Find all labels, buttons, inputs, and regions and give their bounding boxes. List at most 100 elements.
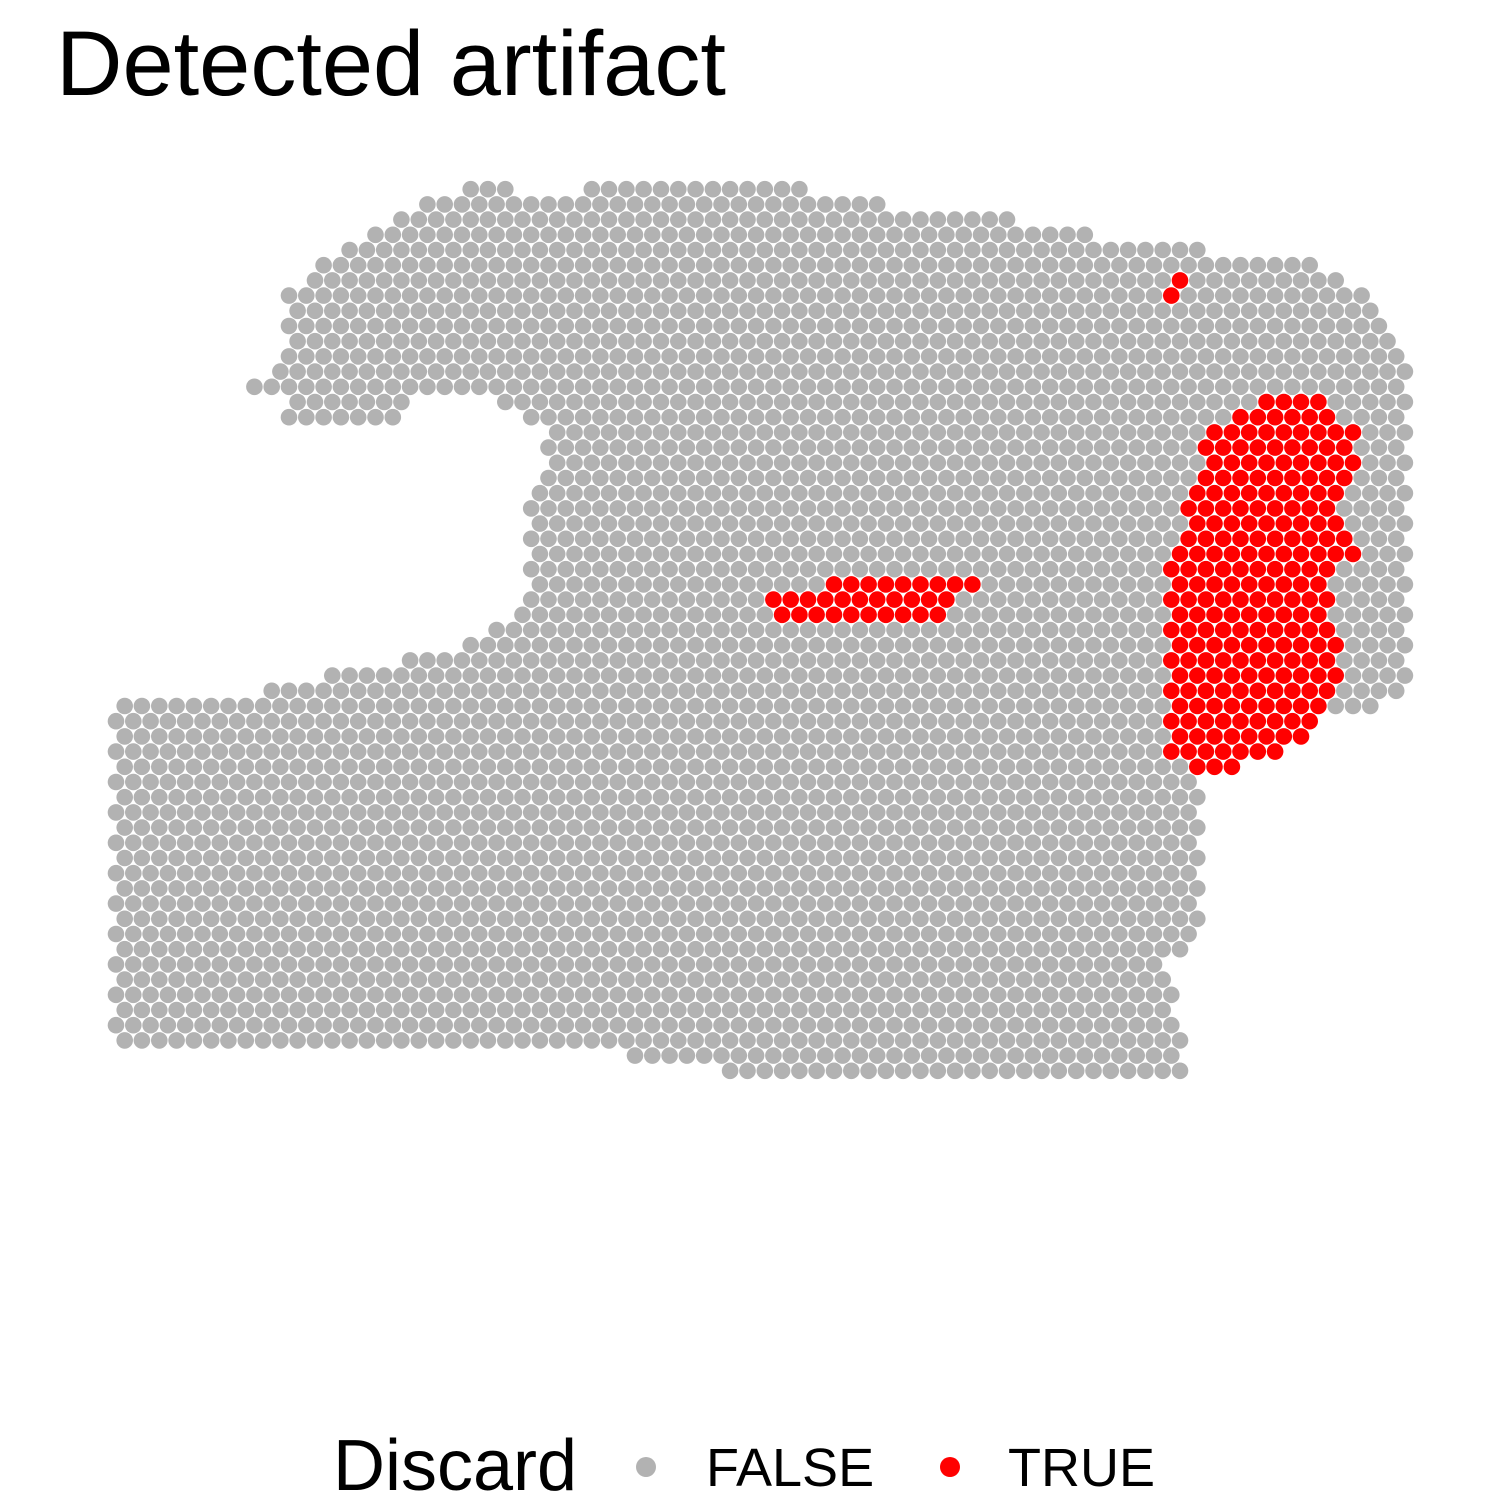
spot-discard-false — [574, 743, 592, 760]
spot-discard-false — [877, 332, 895, 350]
spot-discard-false — [756, 302, 774, 320]
spot-discard-false — [756, 484, 774, 502]
spot-discard-true — [1275, 545, 1293, 563]
spot-discard-false — [687, 728, 704, 745]
spot-discard-false — [972, 621, 990, 639]
spot-discard-true — [1180, 560, 1197, 578]
spot-discard-false — [574, 712, 592, 730]
spot-discard-false — [367, 864, 384, 882]
spot-discard-false — [522, 348, 540, 365]
spot-discard-false — [817, 439, 834, 456]
spot-discard-false — [1041, 621, 1059, 639]
spot-discard-false — [938, 226, 955, 244]
spot-discard-false — [964, 971, 981, 988]
spot-discard-true — [1180, 743, 1197, 760]
spot-discard-false — [211, 864, 229, 882]
spot-discard-false — [1102, 849, 1120, 867]
spot-discard-false — [894, 363, 912, 380]
spot-discard-false — [704, 515, 722, 532]
spot-discard-false — [808, 1001, 825, 1019]
spot-discard-false — [488, 287, 505, 304]
spot-discard-false — [886, 378, 903, 396]
spot-discard-false — [1353, 317, 1370, 335]
spot-discard-false — [843, 454, 860, 472]
spot-discard-false — [600, 515, 618, 532]
spot-discard-false — [583, 1001, 601, 1019]
spot-discard-false — [834, 621, 851, 639]
spot-discard-false — [471, 986, 488, 1004]
spot-discard-false — [1111, 408, 1128, 426]
spot-discard-false — [791, 332, 808, 350]
spot-discard-false — [670, 180, 687, 198]
spot-discard-false — [1171, 758, 1189, 776]
spot-discard-false — [695, 530, 713, 548]
spot-discard-false — [799, 986, 817, 1004]
spot-discard-false — [436, 804, 454, 821]
spot-discard-false — [1007, 1016, 1024, 1034]
spot-discard-false — [799, 834, 817, 852]
spot-discard-false — [618, 515, 635, 532]
spot-discard-false — [695, 256, 713, 274]
spot-discard-false — [678, 652, 696, 669]
spot-discard-false — [548, 211, 566, 228]
spot-discard-false — [747, 226, 765, 244]
spot-discard-false — [505, 256, 523, 274]
spot-discard-false — [981, 667, 998, 684]
spot-discard-false — [886, 500, 903, 517]
spot-discard-false — [1370, 408, 1388, 426]
spot-discard-false — [946, 697, 964, 715]
spot-discard-false — [618, 363, 635, 380]
spot-discard-false — [721, 971, 739, 988]
spot-discard-false — [1163, 925, 1180, 943]
spot-discard-false — [116, 758, 133, 776]
spot-discard-true — [1171, 576, 1189, 593]
spot-discard-false — [868, 560, 886, 578]
spot-discard-false — [375, 910, 393, 928]
spot-discard-false — [220, 880, 237, 897]
spot-discard-false — [202, 910, 220, 928]
spot-discard-true — [1258, 667, 1275, 684]
spot-discard-false — [393, 940, 410, 958]
spot-discard-false — [436, 682, 454, 700]
spot-discard-false — [497, 849, 514, 867]
spot-discard-false — [1387, 591, 1405, 608]
spot-discard-false — [1076, 804, 1094, 821]
spot-discard-false — [298, 408, 315, 426]
spot-discard-false — [1362, 454, 1379, 472]
spot-discard-false — [687, 241, 704, 259]
spot-discard-false — [566, 940, 583, 958]
spot-discard-false — [592, 804, 609, 821]
spot-discard-true — [877, 606, 895, 624]
spot-discard-false — [652, 393, 670, 411]
spot-discard-false — [488, 986, 505, 1004]
spot-discard-false — [721, 393, 739, 411]
spot-discard-true — [1266, 560, 1284, 578]
spot-discard-false — [1137, 1032, 1154, 1049]
spot-discard-false — [981, 1032, 998, 1049]
spot-discard-false — [1344, 393, 1362, 411]
spot-discard-false — [695, 804, 713, 821]
spot-discard-true — [938, 591, 955, 608]
spot-discard-false — [566, 667, 583, 684]
spot-discard-false — [1067, 1032, 1085, 1049]
spot-discard-true — [1249, 469, 1267, 487]
spot-discard-false — [990, 652, 1007, 669]
legend: Discard FALSE TRUE — [0, 1425, 1500, 1506]
spot-discard-true — [1249, 530, 1267, 548]
spot-discard-false — [773, 363, 791, 380]
spot-discard-false — [194, 986, 211, 1004]
spot-discard-false — [1396, 606, 1414, 624]
spot-discard-false — [868, 834, 886, 852]
spot-discard-false — [1111, 652, 1128, 669]
spot-discard-false — [877, 940, 895, 958]
spot-discard-false — [825, 849, 843, 867]
spot-discard-false — [868, 408, 886, 426]
spot-discard-false — [358, 788, 376, 806]
spot-discard-true — [1240, 576, 1258, 593]
spot-discard-false — [1059, 834, 1076, 852]
spot-discard-false — [704, 302, 722, 320]
spot-discard-false — [497, 880, 514, 897]
spot-discard-false — [1232, 348, 1249, 365]
spot-discard-false — [912, 241, 929, 259]
spot-discard-false — [453, 956, 471, 973]
